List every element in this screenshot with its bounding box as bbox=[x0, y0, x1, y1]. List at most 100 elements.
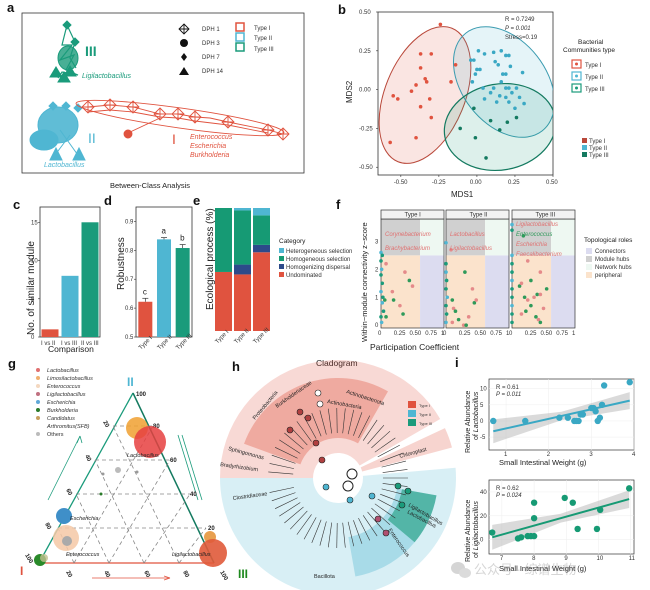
panel-b-frame bbox=[377, 11, 554, 176]
region-peripheral bbox=[446, 255, 486, 328]
arrow-ii bbox=[47, 435, 81, 501]
node-point bbox=[381, 295, 385, 300]
node-point bbox=[453, 309, 458, 314]
node-point bbox=[521, 233, 526, 238]
point-other bbox=[115, 467, 121, 473]
y-tick-label: 0.50 bbox=[359, 10, 371, 16]
tree-branch bbox=[319, 521, 327, 546]
tree-branch bbox=[367, 424, 385, 445]
y-tick-label: 10 bbox=[480, 387, 487, 393]
stat-p: P = 0.001 bbox=[505, 26, 531, 32]
node-point bbox=[517, 284, 522, 288]
node-point bbox=[466, 315, 471, 319]
tree-branch bbox=[279, 502, 301, 517]
y-tick-label: 2 bbox=[375, 267, 379, 273]
node-point bbox=[390, 289, 395, 294]
x-tick-label: 0 bbox=[509, 331, 513, 337]
point-ligilactobacillus bbox=[199, 539, 227, 567]
biomarker-node bbox=[318, 456, 326, 464]
y-tick-label: 0.00 bbox=[359, 88, 371, 94]
point-type-ii bbox=[499, 80, 504, 84]
point-type-ii bbox=[504, 72, 508, 76]
point-type-i bbox=[418, 104, 423, 109]
node-point bbox=[380, 301, 385, 305]
tree-branch bbox=[371, 430, 391, 449]
point-type-ii bbox=[494, 100, 499, 104]
tree-branch bbox=[362, 419, 378, 441]
label-escherichia: Escherichia bbox=[70, 516, 98, 522]
node-point bbox=[382, 298, 387, 302]
panel-label-a: a bbox=[7, 0, 15, 15]
svg-text:60: 60 bbox=[170, 458, 177, 464]
x-tick-label: 0.50 bbox=[410, 331, 422, 337]
point-escherichia bbox=[56, 508, 72, 524]
point-type-i bbox=[449, 80, 453, 84]
data-point bbox=[579, 411, 587, 418]
x-tick-label: 1 bbox=[504, 452, 508, 458]
clade-label: Bacillota bbox=[314, 574, 336, 580]
stat-r: R = 0.62 bbox=[496, 486, 520, 492]
tree-branch bbox=[269, 463, 295, 469]
facet-annotation: Escherichia bbox=[516, 242, 548, 248]
panel-f: f Type I0 0.25 0.50 0.75 1CorynebacteriumBra… bbox=[336, 197, 633, 352]
genus-label-escherichia: Escherichia bbox=[190, 143, 226, 150]
y-axis-label: MDS2 bbox=[345, 80, 354, 103]
node-point bbox=[470, 287, 475, 291]
group-label-ii: II bbox=[88, 130, 96, 146]
type1-swatch bbox=[235, 22, 245, 32]
facet-title: Type I bbox=[405, 213, 422, 219]
node-point bbox=[524, 309, 528, 314]
point-type-i bbox=[423, 76, 427, 81]
node-point bbox=[444, 287, 448, 291]
data-point bbox=[564, 414, 572, 421]
node-point bbox=[401, 312, 405, 316]
f-y-axis-label: Within−module connectivity z−score bbox=[360, 222, 369, 342]
stack-heterogeneous-selection bbox=[253, 208, 270, 216]
stat-r: R = 0.61 bbox=[496, 385, 520, 391]
node-point bbox=[510, 303, 514, 308]
stat-p: P = 0.024 bbox=[496, 493, 522, 499]
node-point bbox=[381, 309, 386, 314]
biomarker-node bbox=[286, 426, 294, 434]
label-enterococcus: Enterococcus bbox=[66, 552, 100, 558]
tree-branch bbox=[342, 408, 346, 434]
h-legend-type2: Type II bbox=[419, 412, 431, 417]
node-point bbox=[529, 278, 533, 283]
node-point bbox=[510, 228, 514, 232]
x-tick-label: 7 bbox=[500, 556, 504, 562]
y-tick-label: 0 bbox=[480, 419, 484, 425]
biomarker-node bbox=[296, 408, 304, 416]
data-point bbox=[593, 525, 601, 533]
point-type-i bbox=[409, 89, 414, 93]
bar-II-vs-III bbox=[81, 222, 99, 337]
e-legend-item: Homogeneous selection bbox=[286, 257, 350, 263]
ellipse-type1 bbox=[378, 26, 472, 164]
facet-title: Type II bbox=[470, 213, 488, 219]
genus-label-enterococcus: Enterococcus bbox=[190, 134, 233, 141]
data-point bbox=[596, 506, 604, 514]
label-ligilactobacillus: Ligilactobacillus bbox=[172, 552, 211, 558]
panel-c: c I vs II I vs III II vs III 0 5 10 15 No. of … bbox=[13, 197, 101, 354]
point-type-ii bbox=[504, 53, 508, 58]
biomarker-node bbox=[394, 482, 402, 490]
y-tick-label: -0.25 bbox=[359, 126, 373, 132]
panel-label-h: h bbox=[232, 359, 240, 374]
tree-branch bbox=[274, 447, 298, 459]
panel-label-i: i bbox=[455, 355, 459, 370]
stat-stress: Stress=0.19 bbox=[505, 35, 538, 41]
x-tick-label: 0.50 bbox=[546, 180, 558, 186]
node-point bbox=[532, 295, 536, 300]
y-tick-label: 10 bbox=[31, 259, 38, 265]
stack-heterogeneous-selection bbox=[234, 208, 251, 211]
shape-legend: DPH 1 DPH 3 DPH 7 DPH 14 bbox=[178, 23, 224, 75]
node-point bbox=[444, 240, 448, 245]
node-point bbox=[519, 281, 524, 286]
e-legend-swatch bbox=[279, 264, 284, 269]
y-tick-label: 0.7 bbox=[125, 277, 134, 283]
node-point bbox=[538, 292, 543, 297]
tree-branch bbox=[381, 488, 406, 496]
point-type-iii bbox=[472, 106, 476, 111]
root-node bbox=[342, 480, 354, 492]
d-y-axis-label: Robustness bbox=[116, 237, 127, 290]
point-type-ii bbox=[499, 49, 504, 53]
